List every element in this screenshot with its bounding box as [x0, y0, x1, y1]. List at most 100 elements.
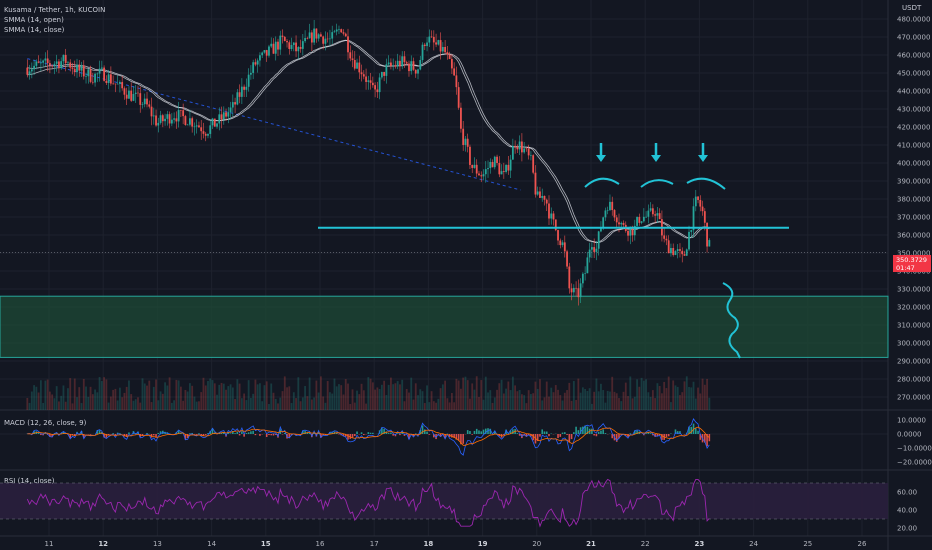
candle-body: [575, 287, 577, 289]
candle-body: [238, 92, 241, 97]
volume-bar: [701, 378, 704, 410]
candle-body: [600, 227, 602, 232]
candle-body: [331, 32, 334, 39]
volume-bar: [399, 384, 401, 410]
candle-body: [441, 46, 444, 52]
volume-bar: [62, 385, 65, 410]
volume-bar: [484, 376, 487, 410]
candle-body: [606, 210, 609, 211]
volume-bar: [392, 384, 395, 410]
candle-body: [335, 29, 338, 32]
candle-body: [213, 118, 216, 127]
macd-histogram-bar: [141, 434, 144, 436]
down-arrow-head: [698, 155, 708, 162]
macd-histogram-bar: [390, 432, 392, 434]
candle-body: [184, 116, 187, 125]
grid-lines: [0, 0, 888, 536]
macd-histogram-bar: [545, 431, 548, 434]
price-tick-label: 380.0000: [897, 196, 930, 204]
time-tick-label: 17: [370, 540, 379, 548]
candle-body: [353, 60, 356, 69]
candle-body: [699, 199, 702, 207]
volume-bar: [602, 390, 605, 410]
volume-bar: [292, 392, 295, 410]
volume-bar: [259, 383, 261, 410]
volume-bar: [437, 398, 440, 410]
volume-bar: [82, 378, 85, 410]
volume-bar: [295, 398, 297, 410]
pattern-annotations: [584, 143, 741, 359]
macd-histogram-bar: [105, 434, 108, 438]
candle-body: [247, 74, 250, 87]
candle-body: [229, 107, 232, 113]
macd-histogram-bar: [478, 430, 480, 434]
candle-body: [333, 31, 336, 33]
macd-histogram-bar: [250, 431, 252, 434]
macd-histogram-bar: [40, 434, 42, 436]
macd-histogram-bar: [184, 434, 187, 440]
volume-bar: [277, 403, 279, 410]
descending-trendline: [27, 58, 521, 191]
volume-bar: [520, 394, 523, 410]
volume-bar: [349, 403, 352, 410]
volume-bar: [550, 387, 553, 410]
candle-body: [329, 38, 331, 40]
macd-histogram-bar: [119, 433, 121, 434]
smma-close-line: [27, 39, 710, 244]
volume-bar: [552, 392, 555, 410]
volume-bar: [460, 388, 462, 410]
volume-bar: [609, 391, 611, 410]
volume-bar: [457, 380, 460, 410]
volume-bar: [161, 393, 164, 410]
candle-body: [103, 67, 106, 81]
macd-histogram-bar: [290, 434, 293, 436]
macd-histogram-bar: [353, 434, 356, 436]
candle-body: [33, 65, 35, 70]
candle-body: [559, 240, 562, 246]
volume-bar: [656, 383, 659, 410]
candle-body: [42, 60, 45, 63]
candle-body: [376, 89, 379, 93]
candle-body: [168, 114, 171, 124]
macd-histogram-bar: [604, 433, 607, 434]
candle-body: [304, 38, 306, 42]
candle-body: [254, 62, 257, 65]
macd-histogram-bar: [329, 432, 331, 434]
candle-body: [177, 110, 180, 122]
candle-body: [161, 115, 164, 122]
volume-bar: [572, 381, 575, 410]
volume-bar: [708, 397, 711, 410]
candle-body: [378, 77, 381, 93]
candle-body: [73, 68, 76, 73]
candle-body: [417, 69, 419, 74]
volume-bar: [405, 388, 408, 410]
candle-body: [204, 133, 207, 136]
candle-body: [450, 58, 453, 69]
volume-bar: [112, 389, 115, 410]
candle-body: [347, 36, 349, 53]
candle-body: [356, 62, 358, 69]
candle-body: [550, 213, 553, 219]
candle-body: [374, 85, 377, 90]
candle-body: [342, 32, 345, 34]
volume-bar: [661, 393, 663, 410]
volume-bar: [496, 389, 498, 410]
macd-histogram-bar: [536, 434, 539, 442]
volume-bar: [414, 383, 417, 410]
time-tick-label: 24: [749, 540, 758, 548]
candle-body: [202, 131, 205, 134]
down-arrow-head: [651, 155, 661, 162]
candle-body: [268, 46, 270, 56]
candle-body: [320, 34, 322, 37]
macd-histogram-bar: [575, 426, 577, 434]
candle-body: [263, 50, 266, 53]
volume-bar: [514, 385, 517, 410]
volume-bar: [222, 383, 225, 410]
volume-bar: [148, 380, 151, 410]
volume-bar: [58, 401, 60, 410]
volume-bar: [448, 402, 451, 410]
candle-body: [290, 45, 293, 49]
macd-histogram-bar: [372, 432, 374, 434]
candle-body: [509, 159, 512, 171]
macd-histogram-bar: [152, 434, 155, 436]
